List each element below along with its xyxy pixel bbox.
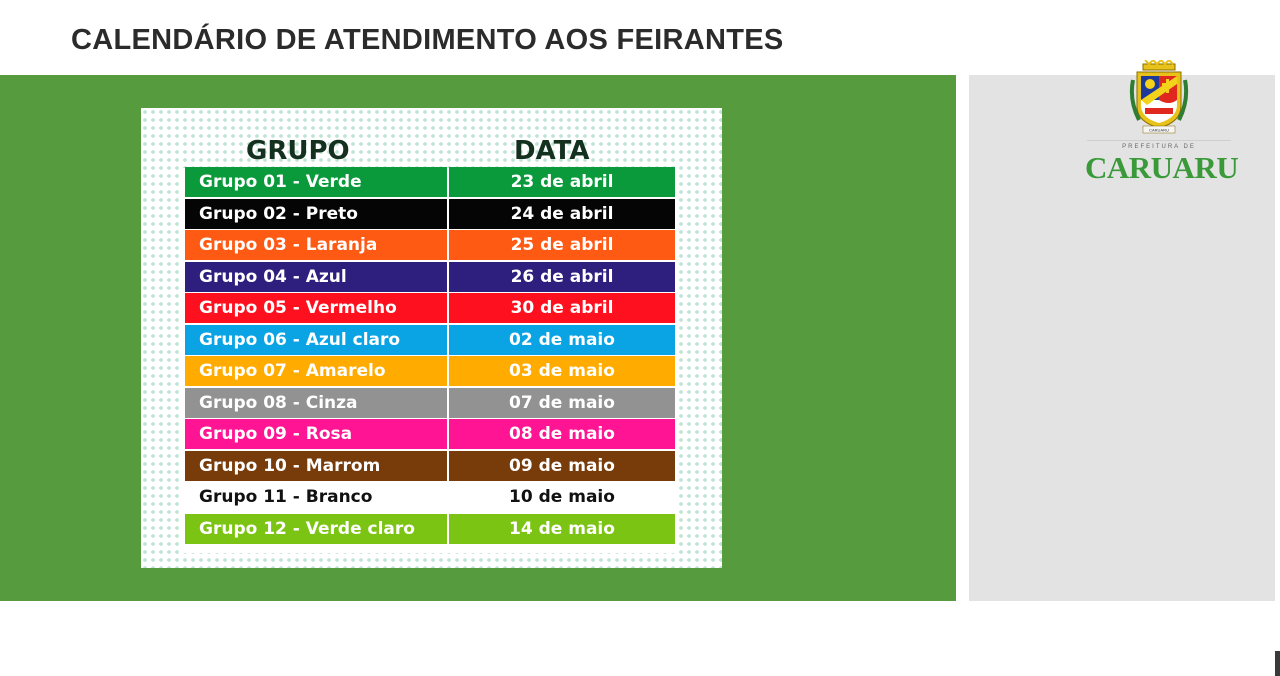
group-cell: Grupo 05 - Vermelho (185, 293, 447, 323)
table-row: Grupo 02 - Preto 24 de abril (185, 199, 675, 229)
table-row: Grupo 03 - Laranja 25 de abril (185, 230, 675, 260)
caruaru-logo: CARUARU PREFEITURA DE CARUARU (1085, 58, 1239, 185)
page-title: CALENDÁRIO DE ATENDIMENTO AOS FEIRANTES (71, 24, 784, 56)
date-cell: 09 de maio (449, 451, 675, 481)
group-cell: Grupo 06 - Azul claro (185, 325, 447, 355)
date-cell: 08 de maio (449, 419, 675, 449)
date-cell: 30 de abril (449, 293, 675, 323)
logo-divider (1087, 140, 1231, 141)
group-cell: Grupo 04 - Azul (185, 262, 447, 292)
date-cell: 23 de abril (449, 167, 675, 197)
group-cell: Grupo 02 - Preto (185, 199, 447, 229)
date-cell: 07 de maio (449, 388, 675, 418)
grey-side-panel (969, 75, 1275, 601)
table-row: Grupo 05 - Vermelho 30 de abril (185, 293, 675, 323)
date-cell: 24 de abril (449, 199, 675, 229)
date-cell: 03 de maio (449, 356, 675, 386)
table-row: Grupo 06 - Azul claro 02 de maio (185, 325, 675, 355)
table-row: Grupo 11 - Branco 10 de maio (185, 482, 675, 512)
crest-label: CARUARU (1149, 128, 1169, 133)
table-row: Grupo 08 - Cinza 07 de maio (185, 388, 675, 418)
date-column-header: DATA (514, 136, 590, 166)
group-cell: Grupo 12 - Verde claro (185, 514, 447, 544)
group-cell: Grupo 08 - Cinza (185, 388, 447, 418)
table-row: Grupo 07 - Amarelo 03 de maio (185, 356, 675, 386)
table-row: Grupo 04 - Azul 26 de abril (185, 262, 675, 292)
date-cell: 14 de maio (449, 514, 675, 544)
group-cell: Grupo 01 - Verde (185, 167, 447, 197)
table-row: Grupo 09 - Rosa 08 de maio (185, 419, 675, 449)
table-row: Grupo 10 - Marrom 09 de maio (185, 451, 675, 481)
date-cell: 26 de abril (449, 262, 675, 292)
group-cell: Grupo 09 - Rosa (185, 419, 447, 449)
group-cell: Grupo 03 - Laranja (185, 230, 447, 260)
group-cell: Grupo 10 - Marrom (185, 451, 447, 481)
group-cell: Grupo 11 - Branco (185, 482, 447, 512)
group-column-header: GRUPO (246, 136, 350, 166)
logo-name: CARUARU (1085, 150, 1239, 185)
date-cell: 02 de maio (449, 325, 675, 355)
date-cell: 10 de maio (449, 482, 675, 512)
date-cell: 25 de abril (449, 230, 675, 260)
schedule-card: GRUPO DATA Grupo 01 - Verde 23 de abril Gr… (141, 108, 722, 568)
corner-marker (1275, 651, 1280, 676)
table-row: Grupo 12 - Verde claro 14 de maio (185, 514, 675, 544)
group-cell: Grupo 07 - Amarelo (185, 356, 447, 386)
logo-subtitle: PREFEITURA DE (1122, 144, 1196, 150)
city-crest-icon: CARUARU (1129, 60, 1189, 134)
table-row: Grupo 01 - Verde 23 de abril (185, 167, 675, 197)
